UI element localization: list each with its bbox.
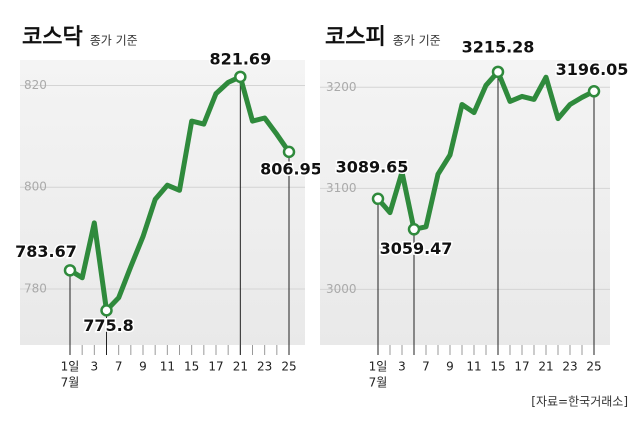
x-tick-label: 11 [466,360,481,374]
x-tick-label: 23 [257,360,272,374]
data-label: 3059.47 [380,239,453,258]
point-marker [491,65,505,79]
x-tick-label: 1일 [61,360,80,374]
x-tick-label: 17 [514,360,529,374]
chart-title: 코스닥 [22,25,83,50]
chart-subtitle: 종가 기준 [90,34,138,48]
x-tick-label: 21 [538,360,553,374]
month-label: 7월 [61,376,80,390]
x-tick-label: 11 [160,360,175,374]
point-marker [371,192,385,206]
chart-subtitle: 종가 기준 [393,34,441,48]
point-marker [63,264,77,277]
plot-background [20,60,305,345]
x-tick-label: 15 [184,360,199,374]
y-tick-label: 820 [24,78,47,92]
x-tick-label: 25 [586,360,601,374]
data-label: 3215.28 [462,37,535,56]
point-marker [282,145,296,159]
x-tick-label: 7 [115,360,123,374]
x-tick-label: 21 [233,360,248,374]
plot-background [320,60,610,345]
x-tick-label: 3 [91,360,99,374]
y-tick-label: 3000 [326,282,357,296]
source: [자료=한국거래소] [531,395,628,409]
y-tick-label: 780 [24,282,47,296]
x-tick-label: 1일 [369,360,388,374]
x-tick-label: 17 [208,360,223,374]
x-tick-label: 7 [422,360,430,374]
y-tick-label: 3200 [326,80,357,94]
data-label: 821.69 [209,49,271,68]
x-tick-label: 15 [490,360,505,374]
data-label: 775.8 [83,316,134,335]
point-marker [100,304,113,317]
data-label: 783.67 [15,242,77,261]
x-tick-label: 23 [562,360,577,374]
x-tick-label: 3 [398,360,406,374]
x-tick-label: 25 [281,360,296,374]
x-tick-label: 9 [139,360,147,374]
data-label: 806.95 [260,159,322,178]
point-marker [234,70,247,84]
point-marker [587,85,601,98]
chart-title: 코스피 [325,25,386,50]
y-tick-label: 3100 [326,181,357,195]
month-label: 7월 [369,376,388,390]
y-tick-label: 800 [24,180,47,194]
x-tick-label: 9 [446,360,454,374]
data-label: 3196.05 [556,60,629,79]
data-label: 3089.65 [336,157,409,176]
point-marker [407,223,421,236]
